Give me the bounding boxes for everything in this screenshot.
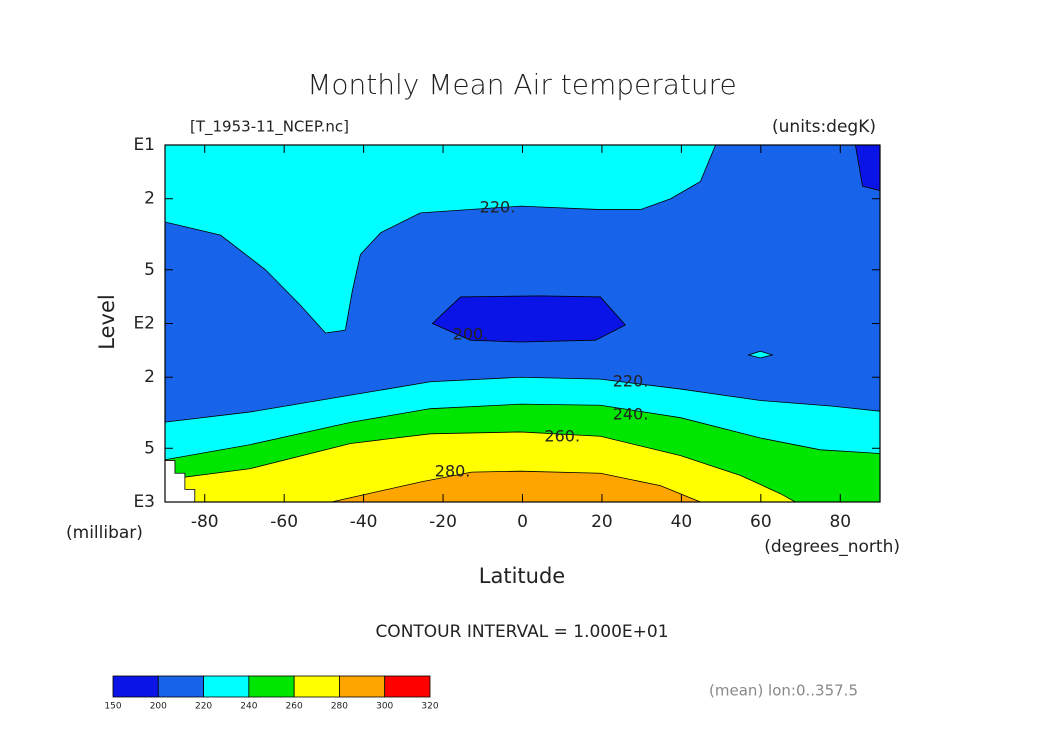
- contour-label: 240.: [613, 405, 649, 424]
- contour-region: [431, 295, 627, 343]
- y-tick-label: 2: [144, 189, 155, 209]
- y-tick-label: 5: [144, 438, 155, 458]
- colorbar-label: 150: [104, 702, 121, 712]
- units: (units:degK): [772, 117, 876, 137]
- x-tick-label: 20: [591, 512, 613, 532]
- colorbar-label: 220: [195, 702, 212, 712]
- colorbar-swatch: [339, 675, 386, 698]
- contour-label: 280.: [435, 461, 471, 480]
- footer: (mean) lon:0..357.5: [709, 682, 858, 700]
- colorbar-swatch: [384, 675, 431, 698]
- x-tick-label: 60: [750, 512, 772, 532]
- colorbar-swatch: [112, 675, 159, 698]
- colorbar-label: 320: [421, 702, 438, 712]
- y-unit: (millibar): [66, 523, 143, 543]
- colorbar-label: 280: [331, 702, 348, 712]
- x-tick-label: -60: [270, 512, 298, 532]
- x-axis-label: Latitude: [479, 564, 565, 588]
- colorbar-label: 260: [286, 702, 303, 712]
- contour-region: [165, 145, 716, 334]
- y-tick-label: E3: [133, 492, 155, 512]
- x-tick-label: -40: [350, 512, 378, 532]
- contour-label: 220.: [613, 372, 649, 391]
- contour-label: 260.: [544, 426, 580, 445]
- x-tick-label: 0: [517, 512, 528, 532]
- colorbar-label: 300: [376, 702, 393, 712]
- chart-title: Monthly Mean Air temperature: [307, 68, 737, 101]
- colorbar-label: 240: [240, 702, 257, 712]
- plot-area: 220. 200. 220. 240. 260. 280.: [165, 145, 880, 502]
- colorbar-swatch: [293, 675, 340, 698]
- x-tick-label: -20: [429, 512, 457, 532]
- colorbar-label: 200: [150, 702, 167, 712]
- y-axis-label: Level: [95, 294, 119, 349]
- contour-region: [331, 470, 701, 502]
- contour-region: [747, 350, 774, 359]
- y-tick-label: E2: [133, 314, 155, 334]
- contour-label: 220.: [480, 197, 516, 216]
- contour-interval: CONTOUR INTERVAL = 1.000E+01: [375, 622, 668, 642]
- x-unit: (degrees_north): [764, 537, 900, 557]
- contour-region: [854, 145, 880, 191]
- y-tick-label: 5: [144, 260, 155, 280]
- x-tick-label: -80: [191, 512, 219, 532]
- colorbar-swatch: [248, 675, 295, 698]
- colorbar-swatch: [157, 675, 204, 698]
- colorbar-swatch: [203, 675, 250, 698]
- contour-label: 200.: [453, 325, 489, 344]
- subtitle: [T_1953-11_NCEP.nc]: [190, 118, 349, 137]
- x-tick-label: 80: [829, 512, 851, 532]
- y-tick-label: 2: [144, 367, 155, 387]
- x-tick-label: 40: [671, 512, 693, 532]
- y-tick-label: E1: [133, 135, 155, 155]
- contour-region: [165, 460, 196, 502]
